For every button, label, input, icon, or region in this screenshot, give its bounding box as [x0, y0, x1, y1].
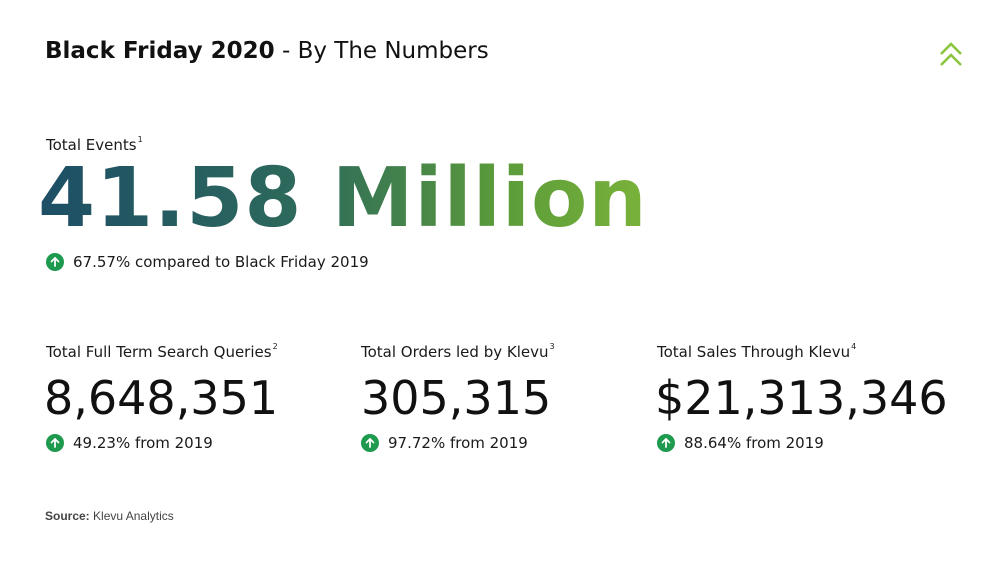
orders-value: 305,315	[361, 371, 552, 425]
search-queries-label: Total Full Term Search Queries2	[46, 342, 278, 361]
arrow-up-circle-icon	[361, 434, 379, 452]
total-events-change-text: 67.57% compared to Black Friday 2019	[73, 253, 369, 271]
source-prefix: Source:	[45, 509, 90, 523]
title-main: Black Friday 2020	[45, 38, 275, 64]
total-events-change: 67.57% compared to Black Friday 2019	[46, 253, 369, 271]
orders-label: Total Orders led by Klevu3	[361, 342, 555, 361]
arrow-up-circle-icon	[657, 434, 675, 452]
footnote-1: 1	[137, 135, 143, 144]
source-note: Source: Klevu Analytics	[45, 509, 174, 523]
search-queries-label-text: Total Full Term Search Queries	[46, 343, 272, 361]
arrow-up-circle-icon	[46, 253, 64, 271]
sales-label: Total Sales Through Klevu4	[657, 342, 857, 361]
arrow-up-circle-icon	[46, 434, 64, 452]
page-title: Black Friday 2020 - By The Numbers	[45, 38, 489, 64]
orders-label-text: Total Orders led by Klevu	[361, 343, 549, 361]
total-events-label-text: Total Events	[46, 136, 137, 154]
footnote-3: 3	[549, 342, 555, 351]
footnote-2: 2	[272, 342, 278, 351]
sales-change-text: 88.64% from 2019	[684, 434, 824, 452]
total-events-value: 41.58 Million	[38, 151, 648, 246]
sales-label-text: Total Sales Through Klevu	[657, 343, 851, 361]
total-events-label: Total Events1	[46, 135, 143, 154]
orders-change-text: 97.72% from 2019	[388, 434, 528, 452]
footnote-4: 4	[851, 342, 857, 351]
search-queries-change-text: 49.23% from 2019	[73, 434, 213, 452]
orders-change: 97.72% from 2019	[361, 434, 528, 452]
search-queries-change: 49.23% from 2019	[46, 434, 213, 452]
sales-change: 88.64% from 2019	[657, 434, 824, 452]
title-subtitle: - By The Numbers	[281, 38, 489, 64]
double-chevron-up-icon	[940, 42, 962, 66]
source-text: Klevu Analytics	[93, 509, 174, 523]
search-queries-value: 8,648,351	[44, 371, 279, 425]
sales-value: $21,313,346	[655, 371, 948, 425]
